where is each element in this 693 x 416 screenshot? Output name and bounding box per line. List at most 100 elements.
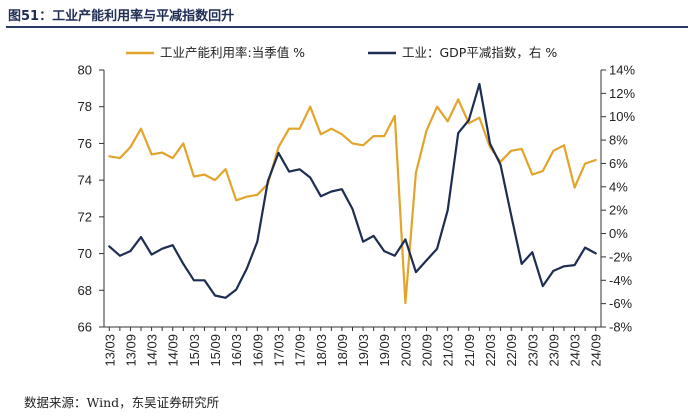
capacity-utilization-point: [288, 127, 290, 130]
capacity-utilization-point: [309, 105, 312, 108]
gdp-deflator-point: [436, 247, 438, 250]
gdp-deflator-point: [140, 236, 142, 238]
right-tick-label: 4%: [609, 179, 628, 194]
gdp-deflator-point: [341, 188, 343, 190]
gdp-deflator-point: [277, 152, 280, 154]
x-tick-label: 21/09: [462, 334, 477, 367]
series-layer: [108, 82, 597, 305]
capacity-utilization-point: [404, 302, 407, 304]
gdp-deflator-point: [552, 270, 555, 272]
right-tick-label: 12%: [609, 86, 635, 101]
capacity-utilization-point: [224, 168, 227, 170]
capacity-utilization-point: [119, 157, 121, 159]
right-tick-label: -6%: [609, 296, 633, 311]
capacity-utilization-point: [330, 127, 333, 130]
gdp-deflator-point: [119, 254, 121, 257]
x-tick-label: 15/03: [187, 334, 202, 367]
capacity-utilization-point: [478, 116, 481, 119]
capacity-utilization-point: [129, 146, 132, 148]
x-tick-label: 20/03: [398, 334, 413, 367]
gdp-deflator-point: [351, 208, 354, 210]
x-tick-label: 17/09: [293, 334, 308, 367]
gdp-deflator-point: [330, 190, 333, 193]
x-tick-label: 22/09: [504, 334, 519, 367]
gdp-deflator-point: [457, 132, 460, 134]
x-tick-label: 13/03: [102, 334, 117, 367]
gdp-deflator-point: [394, 254, 396, 257]
gdp-deflator-point: [478, 83, 481, 85]
capacity-utilization-point: [425, 129, 428, 132]
figure-title: 图51：工业产能利用率与平减指数回升: [8, 9, 235, 24]
x-tick-label: 21/03: [441, 334, 456, 367]
right-tick-label: 10%: [609, 109, 635, 124]
gdp-deflator-point: [161, 247, 163, 250]
capacity-utilization-point: [351, 142, 354, 145]
left-tick-label: 66: [78, 320, 92, 335]
capacity-utilization-point: [446, 120, 449, 123]
x-tick-label: 15/09: [208, 334, 223, 367]
gdp-deflator-point: [404, 238, 407, 241]
left-tick-label: 80: [78, 63, 92, 78]
x-tick-label: 14/09: [166, 334, 181, 367]
capacity-utilization-point: [341, 133, 343, 136]
x-tick-label: 19/03: [356, 334, 371, 367]
capacity-utilization-point: [531, 173, 534, 176]
capacity-utilization-point: [584, 162, 586, 165]
gdp-deflator-point: [267, 180, 269, 182]
series-line-capacity-utilization: [108, 98, 597, 305]
capacity-utilization-point: [320, 133, 322, 136]
left-tick-label: 68: [78, 283, 92, 298]
right-tick-label: -4%: [609, 273, 633, 288]
right-tick-label: 2%: [609, 203, 628, 218]
gdp-deflator-point: [531, 251, 534, 253]
capacity-utilization-point: [108, 155, 111, 158]
capacity-utilization-point: [235, 199, 237, 202]
gdp-deflator-point: [594, 252, 597, 255]
gdp-deflator-point: [415, 271, 417, 273]
capacity-utilization-point: [203, 173, 206, 176]
gdp-deflator-point: [193, 279, 195, 282]
left-tick-label: 76: [78, 136, 92, 151]
x-tick-label: 17/03: [271, 334, 286, 367]
right-tick-label: 14%: [609, 63, 635, 78]
right-tick-label: 6%: [609, 156, 628, 171]
gdp-deflator-point: [489, 142, 491, 145]
gdp-deflator-point: [256, 240, 259, 243]
capacity-utilization-point: [436, 105, 438, 108]
capacity-utilization-point: [372, 135, 375, 137]
right-tick-label: 8%: [609, 133, 628, 148]
capacity-utilization-point: [468, 122, 470, 124]
capacity-utilization-point: [520, 148, 523, 150]
x-tick-label: 18/09: [335, 334, 350, 367]
capacity-utilization-point: [510, 150, 512, 152]
gdp-deflator-point: [372, 235, 375, 237]
x-tick-label: 18/03: [314, 334, 329, 367]
x-tick-label: 16/03: [229, 334, 244, 367]
gdp-deflator-point: [214, 294, 216, 297]
capacity-utilization-point: [563, 144, 565, 147]
gdp-deflator-point: [425, 259, 428, 262]
capacity-utilization-point: [214, 179, 216, 181]
x-tick-label: 23/09: [546, 334, 561, 367]
capacity-utilization-point: [383, 135, 386, 137]
gdp-deflator-point: [235, 288, 237, 291]
right-tick-label: -8%: [609, 320, 633, 335]
gdp-deflator-point: [320, 195, 322, 197]
x-tick-label: 22/03: [483, 334, 498, 367]
gdp-deflator-point: [510, 214, 512, 216]
right-tick-label: 0%: [609, 226, 628, 241]
left-tick-label: 72: [78, 209, 92, 224]
gdp-deflator-point: [362, 240, 364, 243]
gdp-deflator-point: [468, 119, 470, 121]
capacity-utilization-point: [140, 127, 142, 130]
x-tick-label: 20/09: [420, 334, 435, 367]
gdp-deflator-point: [563, 265, 565, 268]
capacity-utilization-point: [277, 146, 280, 148]
gdp-deflator-point: [129, 250, 132, 252]
source-note: 数据来源：Wind，东吴证券研究所: [24, 395, 220, 410]
x-tick-label: 23/03: [525, 334, 540, 367]
gdp-deflator-point: [446, 209, 449, 211]
capacity-utilization-point: [362, 144, 364, 147]
capacity-utilization-point: [594, 159, 597, 161]
capacity-utilization-point: [552, 150, 555, 152]
